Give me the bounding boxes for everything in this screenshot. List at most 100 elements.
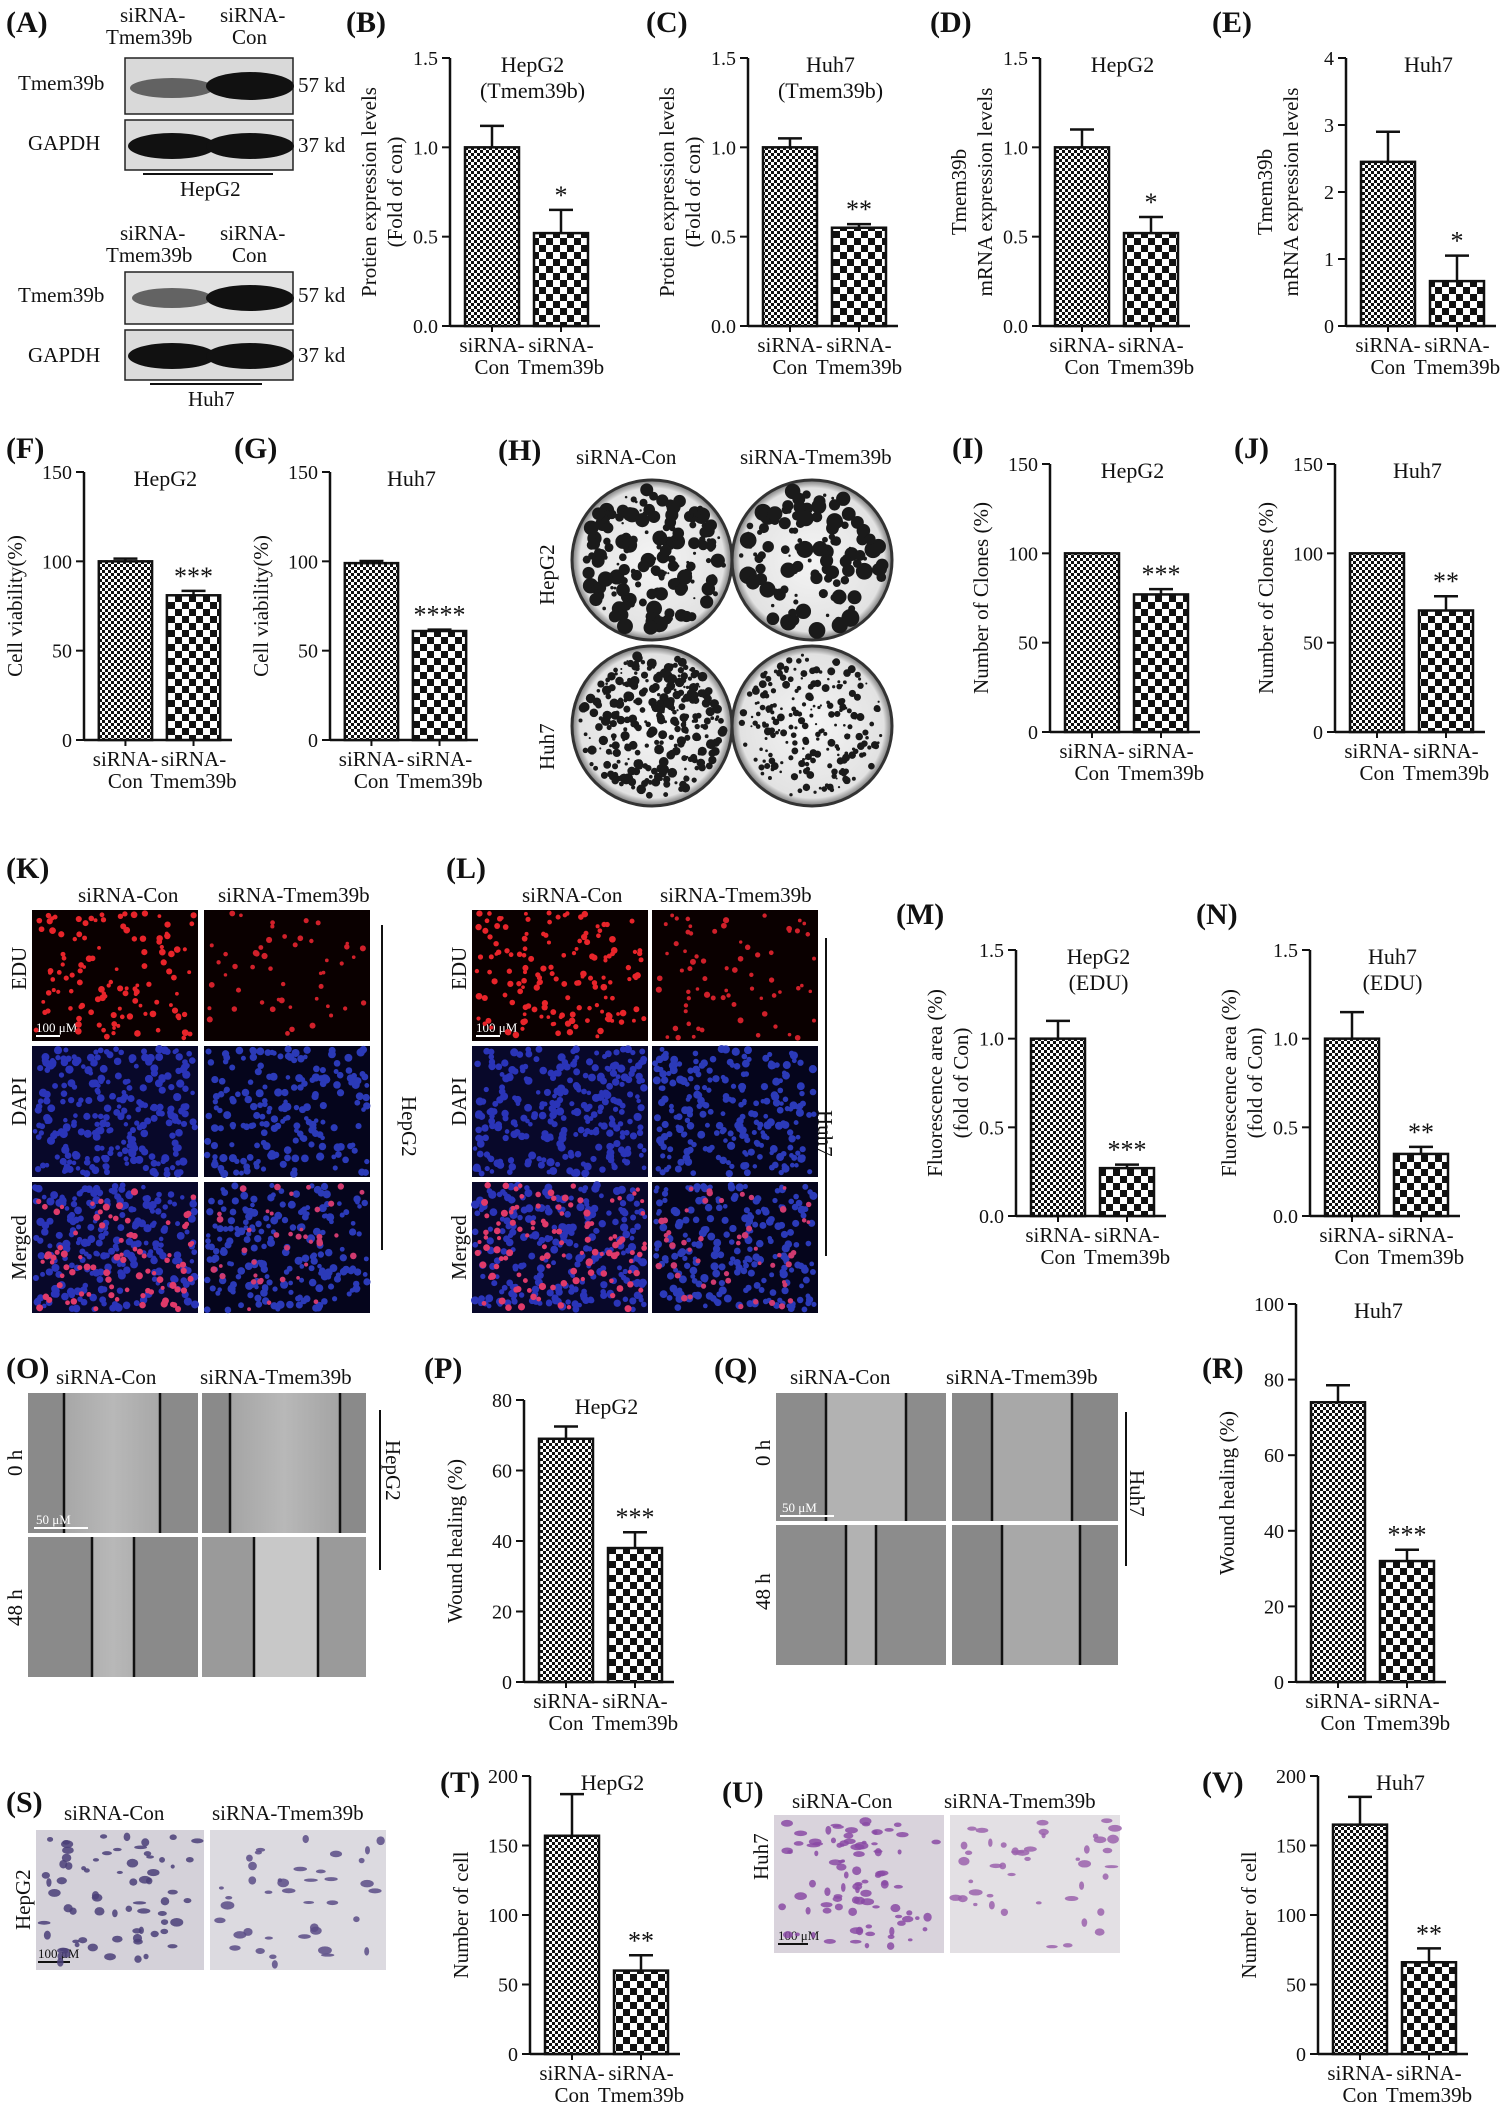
cell <box>216 960 221 965</box>
colony <box>613 667 618 673</box>
colony <box>826 747 830 751</box>
colony <box>810 680 818 688</box>
significance-mark: *** <box>1388 1521 1427 1550</box>
bar-charts: (B) (C) (D) (E) (F) (G) (I) (J) (M) (N) … <box>3 6 1500 2107</box>
colony <box>766 612 780 626</box>
cell <box>683 1147 691 1156</box>
cell <box>247 1079 254 1085</box>
cell <box>255 1220 262 1228</box>
cell <box>739 1132 746 1139</box>
cell <box>523 970 528 975</box>
colony <box>666 681 676 691</box>
invaded-cell <box>185 1856 194 1863</box>
colony <box>847 590 862 605</box>
cell <box>692 1065 701 1074</box>
colony <box>862 729 869 736</box>
invaded-cell <box>143 1851 152 1857</box>
cell <box>702 1085 708 1091</box>
cell <box>735 1183 744 1192</box>
cell <box>681 1106 690 1115</box>
colony <box>592 507 605 521</box>
category-label: Tmem39b <box>816 355 902 379</box>
cell <box>613 1124 621 1132</box>
cell <box>175 1053 183 1061</box>
wound-col-tmem-o: siRNA-Tmem39b <box>200 1365 352 1389</box>
cell <box>600 1122 608 1130</box>
cell <box>331 1154 337 1160</box>
colony <box>620 731 630 741</box>
colony <box>831 617 848 634</box>
cell <box>753 1246 758 1251</box>
cell <box>190 1194 197 1200</box>
cell <box>521 935 528 942</box>
cell <box>33 1234 40 1242</box>
invaded-cell <box>125 1905 133 1912</box>
cell <box>771 1161 779 1169</box>
cell <box>260 1166 267 1172</box>
cell <box>36 917 43 924</box>
invaded-cell <box>825 1825 832 1835</box>
cell <box>780 1230 788 1239</box>
y-tick-label: 50 <box>1303 633 1323 655</box>
cell <box>162 1204 168 1210</box>
colony <box>753 757 758 762</box>
cell <box>597 1076 603 1082</box>
cell <box>60 1090 68 1097</box>
cell <box>69 972 75 978</box>
cell <box>769 1272 775 1278</box>
cell <box>357 1204 362 1209</box>
colony <box>658 769 667 778</box>
category-label: siRNA- <box>1396 2061 1461 2085</box>
cell <box>502 924 509 930</box>
wound-col-con-o: siRNA-Con <box>56 1365 157 1389</box>
cell <box>346 1291 352 1297</box>
cell <box>320 1229 326 1236</box>
invaded-cell <box>1064 1896 1079 1902</box>
colony <box>692 732 701 742</box>
cell <box>797 1205 806 1214</box>
panel-label-c: (C) <box>646 6 688 39</box>
cell <box>211 1254 220 1263</box>
cell <box>43 1113 51 1122</box>
cell <box>540 965 547 972</box>
cell <box>536 1271 544 1279</box>
cell <box>666 1070 672 1076</box>
cell <box>728 1239 735 1245</box>
cell <box>509 1228 517 1236</box>
cell <box>174 1286 181 1293</box>
cell <box>763 1113 769 1119</box>
colony <box>721 562 727 568</box>
invaded-cell <box>132 1933 143 1943</box>
cell <box>758 1287 765 1293</box>
cell <box>154 999 160 1005</box>
invaded-cell <box>967 1826 977 1831</box>
cell <box>237 1227 246 1236</box>
cell <box>809 1269 816 1275</box>
y-tick-label: 0.0 <box>1003 316 1028 338</box>
chart-title: HepG2 <box>1067 944 1131 969</box>
cell <box>344 1053 353 1062</box>
cell <box>37 1252 45 1260</box>
cell <box>566 1304 572 1310</box>
cell <box>686 996 691 1001</box>
cell <box>555 1288 563 1296</box>
invaded-cell <box>134 1955 142 1963</box>
cell <box>638 1297 644 1303</box>
colony <box>672 709 677 715</box>
cell <box>603 1091 612 1100</box>
cell <box>58 1072 65 1078</box>
cell <box>580 1101 588 1109</box>
colony <box>651 665 656 669</box>
cell <box>762 913 767 918</box>
cell <box>619 1236 626 1243</box>
cell <box>223 973 228 977</box>
cell <box>787 1144 794 1151</box>
bar-siRNA-tmem39b <box>1392 1152 1450 1218</box>
colony <box>794 543 803 552</box>
cell <box>611 1164 618 1171</box>
invaded-cell <box>793 1841 804 1846</box>
cell <box>776 1106 784 1114</box>
cell <box>504 1028 511 1036</box>
cell <box>741 1059 750 1068</box>
